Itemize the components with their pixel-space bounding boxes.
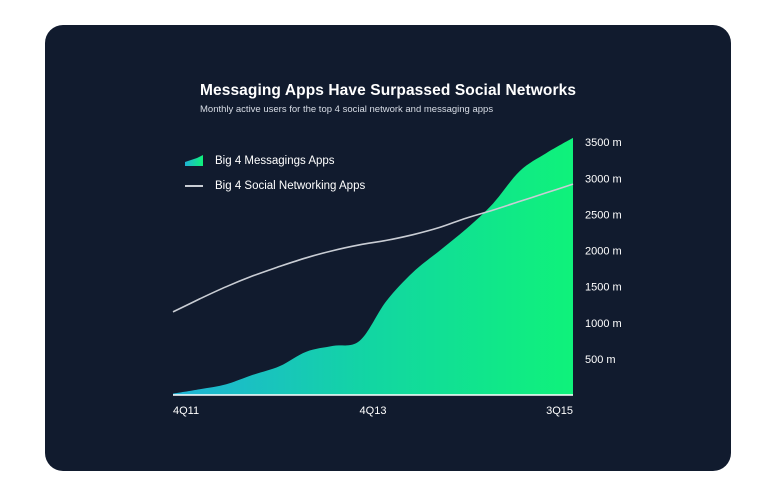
social-networking-line xyxy=(172,183,574,313)
chart-plot: 500 m 1000 m 1500 m 2000 m 2500 m 3000 m 3500 … xyxy=(172,137,622,417)
chart-legend: Big 4 Messagings Apps Big 4 Social Netwo… xyxy=(185,148,365,198)
y-tick-label: 2500 m xyxy=(585,209,622,221)
legend-label-social: Big 4 Social Networking Apps xyxy=(215,179,366,192)
legend-label-messaging: Big 4 Messagings Apps xyxy=(215,154,335,167)
y-tick-label: 500 m xyxy=(585,354,616,366)
chart-subtitle: Monthly active users for the top 4 socia… xyxy=(200,104,494,115)
y-tick-label: 3500 m xyxy=(585,137,622,149)
legend-item-social: Big 4 Social Networking Apps xyxy=(185,173,365,198)
legend-swatch-social xyxy=(185,184,203,187)
chart-title: Messaging Apps Have Surpassed Social Net… xyxy=(200,82,577,99)
chart-card: Messaging Apps Have Surpassed Social Net… xyxy=(45,25,731,471)
x-tick-label: 4Q11 xyxy=(173,405,199,417)
y-tick-label: 2000 m xyxy=(585,246,622,258)
y-tick-label: 1000 m xyxy=(585,318,622,330)
x-tick-label: 4Q13 xyxy=(360,405,387,417)
y-tick-label: 3000 m xyxy=(585,173,622,185)
x-axis-ticks: 4Q11 4Q13 3Q15 xyxy=(173,405,573,417)
x-tick-label: 3Q15 xyxy=(546,405,573,417)
legend-swatch-messaging xyxy=(185,155,203,166)
messaging-area xyxy=(173,137,573,395)
y-axis-ticks: 500 m 1000 m 1500 m 2000 m 2500 m 3000 m 3500 … xyxy=(585,137,622,366)
legend-item-messaging: Big 4 Messagings Apps xyxy=(185,148,365,173)
y-tick-label: 1500 m xyxy=(585,282,622,294)
